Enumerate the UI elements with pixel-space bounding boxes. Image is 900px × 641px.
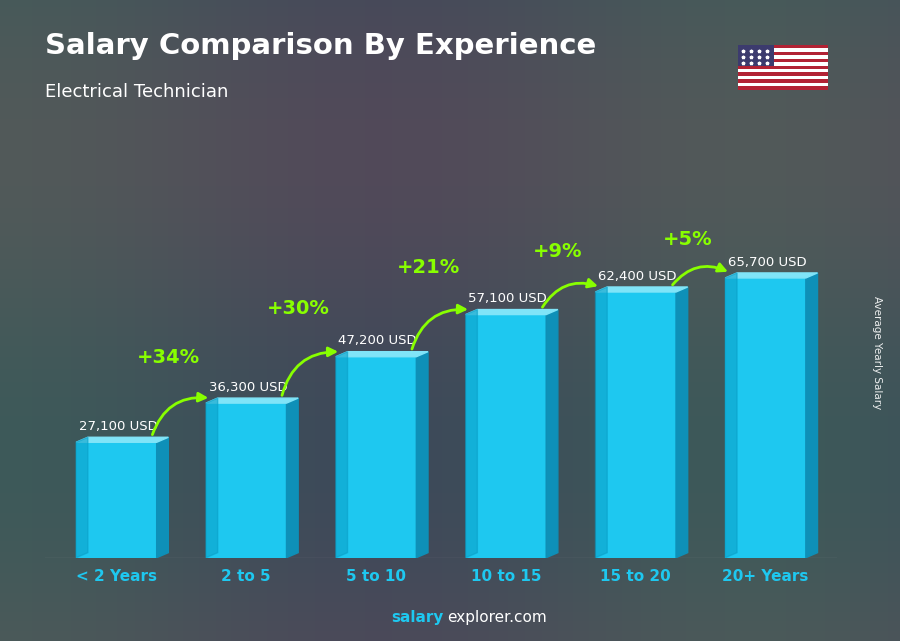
Bar [206,403,286,558]
Bar [738,48,828,52]
Bar [336,357,417,558]
Text: explorer.com: explorer.com [447,610,547,625]
Text: 27,100 USD: 27,100 USD [79,420,158,433]
Polygon shape [596,287,688,292]
Polygon shape [76,437,88,558]
Polygon shape [206,398,298,403]
Text: +34%: +34% [137,348,200,367]
Bar [76,442,157,558]
Bar [738,45,774,65]
Bar [738,55,828,59]
Polygon shape [725,273,737,558]
Polygon shape [465,310,558,315]
Bar [725,278,806,558]
Bar [738,87,828,90]
Polygon shape [596,287,608,558]
Polygon shape [206,398,218,558]
Polygon shape [286,398,298,558]
Polygon shape [417,352,428,558]
Text: +9%: +9% [533,242,582,261]
Polygon shape [336,352,347,558]
Polygon shape [76,437,168,442]
Text: 57,100 USD: 57,100 USD [468,292,547,305]
Bar [738,59,828,62]
Bar [738,79,828,83]
Bar [738,69,828,72]
Text: +30%: +30% [266,299,329,318]
Text: 36,300 USD: 36,300 USD [209,381,287,394]
Bar [738,52,828,55]
Polygon shape [465,310,477,558]
Text: 47,200 USD: 47,200 USD [338,335,417,347]
Text: +21%: +21% [396,258,460,278]
Bar [465,315,546,558]
Polygon shape [806,273,817,558]
Text: Electrical Technician: Electrical Technician [45,83,229,101]
Polygon shape [546,310,558,558]
Bar [738,76,828,79]
Text: 62,400 USD: 62,400 USD [598,270,677,283]
Bar [738,45,828,48]
Bar [738,83,828,87]
Polygon shape [157,437,168,558]
Polygon shape [725,273,817,278]
Bar [738,72,828,76]
Bar [596,292,676,558]
Polygon shape [676,287,688,558]
Text: salary: salary [392,610,444,625]
Bar [738,65,828,69]
Polygon shape [336,352,428,357]
Text: Salary Comparison By Experience: Salary Comparison By Experience [45,32,596,60]
Text: Average Yearly Salary: Average Yearly Salary [872,296,883,409]
Bar [738,62,828,65]
Text: 65,700 USD: 65,700 USD [728,256,806,269]
Text: +5%: +5% [663,230,713,249]
